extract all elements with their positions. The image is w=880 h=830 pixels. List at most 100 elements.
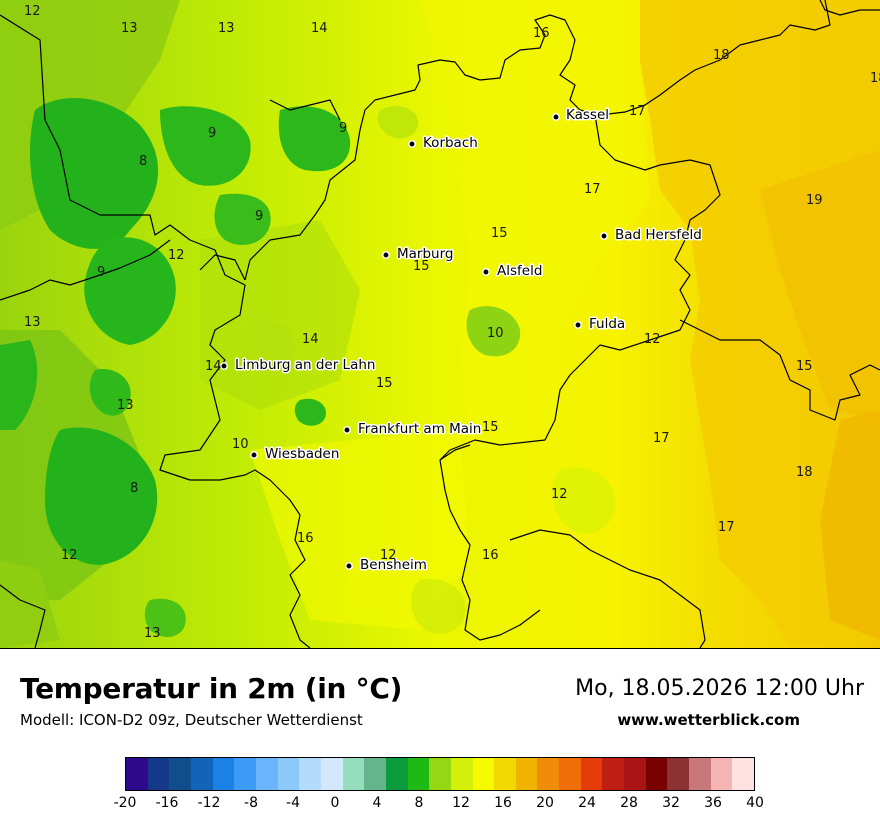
color-scale-swatch xyxy=(255,758,278,790)
temperature-value: 10 xyxy=(487,326,504,341)
color-scale-swatch xyxy=(450,758,473,790)
temperature-value: 12 xyxy=(644,332,661,347)
city-marker-wiesbaden[interactable] xyxy=(250,451,258,459)
city-label-bensheim[interactable]: Bensheim xyxy=(359,556,429,575)
color-scale-tick-label: 12 xyxy=(452,795,470,811)
color-scale-tick-label: 24 xyxy=(578,795,596,811)
temperature-value: 9 xyxy=(255,209,263,224)
temperature-value: 18 xyxy=(796,465,813,480)
city-marker-korbach[interactable] xyxy=(408,140,416,148)
temperature-value: 9 xyxy=(208,126,216,141)
color-scale-swatch xyxy=(320,758,343,790)
color-scale-swatch xyxy=(515,758,538,790)
color-scale-swatch xyxy=(407,758,430,790)
color-scale-tick-label: -8 xyxy=(244,795,258,811)
color-scale-swatch xyxy=(342,758,365,790)
temperature-value: 15 xyxy=(413,259,430,274)
color-scale-swatch xyxy=(364,758,386,790)
city-label-frankfurt[interactable]: Frankfurt am Main xyxy=(357,420,483,439)
temperature-value: 14 xyxy=(302,332,319,347)
color-scale-bar xyxy=(125,757,755,791)
color-scale-tick-label: -20 xyxy=(113,795,137,811)
color-scale-tick-label: -4 xyxy=(286,795,300,811)
color-scale-swatch xyxy=(277,758,300,790)
temperature-value: 13 xyxy=(121,21,138,36)
color-scale-swatch xyxy=(689,758,711,790)
temperature-value: 17 xyxy=(653,431,670,446)
color-scale-swatch xyxy=(732,758,755,790)
color-scale-tick-label: 20 xyxy=(536,795,554,811)
color-scale-tick-label: 16 xyxy=(494,795,512,811)
forecast-datetime: Mo, 18.05.2026 12:00 Uhr xyxy=(575,676,864,701)
temperature-value: 12 xyxy=(61,548,78,563)
city-label-korbach[interactable]: Korbach xyxy=(422,134,480,153)
color-scale-ticks: -20 -16 -12 -8 -4 0 4 8 12 16 20 24 28 32 36 40 xyxy=(114,795,764,815)
color-scale-swatch xyxy=(234,758,256,790)
temperature-value: 18 xyxy=(870,71,880,86)
city-marker-bensheim[interactable] xyxy=(345,562,353,570)
temperature-zones xyxy=(0,0,880,648)
temperature-value: 16 xyxy=(297,531,314,546)
temperature-value: 12 xyxy=(168,248,185,263)
temperature-value: 8 xyxy=(130,481,138,496)
color-scale-tick-label: 28 xyxy=(620,795,638,811)
temperature-value: 17 xyxy=(718,520,735,535)
temperature-value: 17 xyxy=(629,104,646,119)
temperature-value: 9 xyxy=(339,121,347,136)
temperature-value: 12 xyxy=(24,4,41,19)
city-marker-fulda[interactable] xyxy=(574,321,582,329)
color-scale-swatch xyxy=(645,758,668,790)
temperature-value: 15 xyxy=(482,420,499,435)
city-label-alsfeld[interactable]: Alsfeld xyxy=(496,262,544,281)
city-label-wiesbaden[interactable]: Wiesbaden xyxy=(264,445,341,464)
city-markers xyxy=(220,113,608,570)
color-scale-swatch xyxy=(169,758,191,790)
temperature-value: 10 xyxy=(232,437,249,452)
city-label-kassel[interactable]: Kassel xyxy=(565,106,611,125)
color-scale-tick-label: -12 xyxy=(197,795,221,811)
color-scale-swatch xyxy=(147,758,170,790)
color-scale-tick-label: 40 xyxy=(746,795,764,811)
temperature-value: 19 xyxy=(806,193,823,208)
city-label-limburg[interactable]: Limburg an der Lahn xyxy=(234,356,377,375)
color-scale-tick-label: 32 xyxy=(662,795,680,811)
temperature-value: 12 xyxy=(551,487,568,502)
color-scale-swatch xyxy=(190,758,213,790)
temperature-values: 12 13 13 14 16 18 18 17 9 9 8 17 9 19 12… xyxy=(24,4,880,641)
temperature-value: 15 xyxy=(376,376,393,391)
temperature-value: 8 xyxy=(139,154,147,169)
city-marker-bad-hersfeld[interactable] xyxy=(600,232,608,240)
color-scale-swatch xyxy=(126,758,148,790)
city-marker-limburg[interactable] xyxy=(220,362,228,370)
city-marker-frankfurt[interactable] xyxy=(343,426,351,434)
color-scale-tick-label: 0 xyxy=(330,795,340,811)
model-info: Modell: ICON-D2 09z, Deutscher Wetterdie… xyxy=(20,711,363,729)
temperature-value: 14 xyxy=(205,359,222,374)
temperature-value: 15 xyxy=(491,226,508,241)
temperature-value: 16 xyxy=(533,26,550,41)
temperature-value: 14 xyxy=(311,21,328,36)
temperature-value: 13 xyxy=(218,21,235,36)
temperature-value: 16 xyxy=(482,548,499,563)
city-labels: Kassel Korbach Bad Hersfeld Marburg Alsf… xyxy=(234,106,704,575)
borders xyxy=(0,0,880,648)
color-scale-swatch xyxy=(537,758,560,790)
color-scale-tick-label: -16 xyxy=(155,795,179,811)
color-scale-tick-label: 8 xyxy=(414,795,424,811)
color-scale-swatch xyxy=(429,758,451,790)
city-marker-marburg[interactable] xyxy=(382,251,390,259)
city-marker-kassel[interactable] xyxy=(552,113,560,121)
color-scale-swatch xyxy=(602,758,625,790)
color-scale-swatch xyxy=(667,758,690,790)
city-label-marburg[interactable]: Marburg xyxy=(396,245,455,264)
city-label-bad-hersfeld[interactable]: Bad Hersfeld xyxy=(614,226,704,245)
color-scale-swatch xyxy=(299,758,321,790)
city-marker-alsfeld[interactable] xyxy=(482,268,490,276)
website-link[interactable]: www.wetterblick.com xyxy=(617,711,800,729)
map-title: Temperatur in 2m (in °C) xyxy=(20,672,403,705)
color-scale-swatch xyxy=(472,758,495,790)
city-label-fulda[interactable]: Fulda xyxy=(588,315,627,334)
temperature-value: 13 xyxy=(24,315,41,330)
color-scale-swatch xyxy=(385,758,408,790)
temperature-map[interactable]: Kassel Korbach Bad Hersfeld Marburg Alsf… xyxy=(0,0,880,649)
